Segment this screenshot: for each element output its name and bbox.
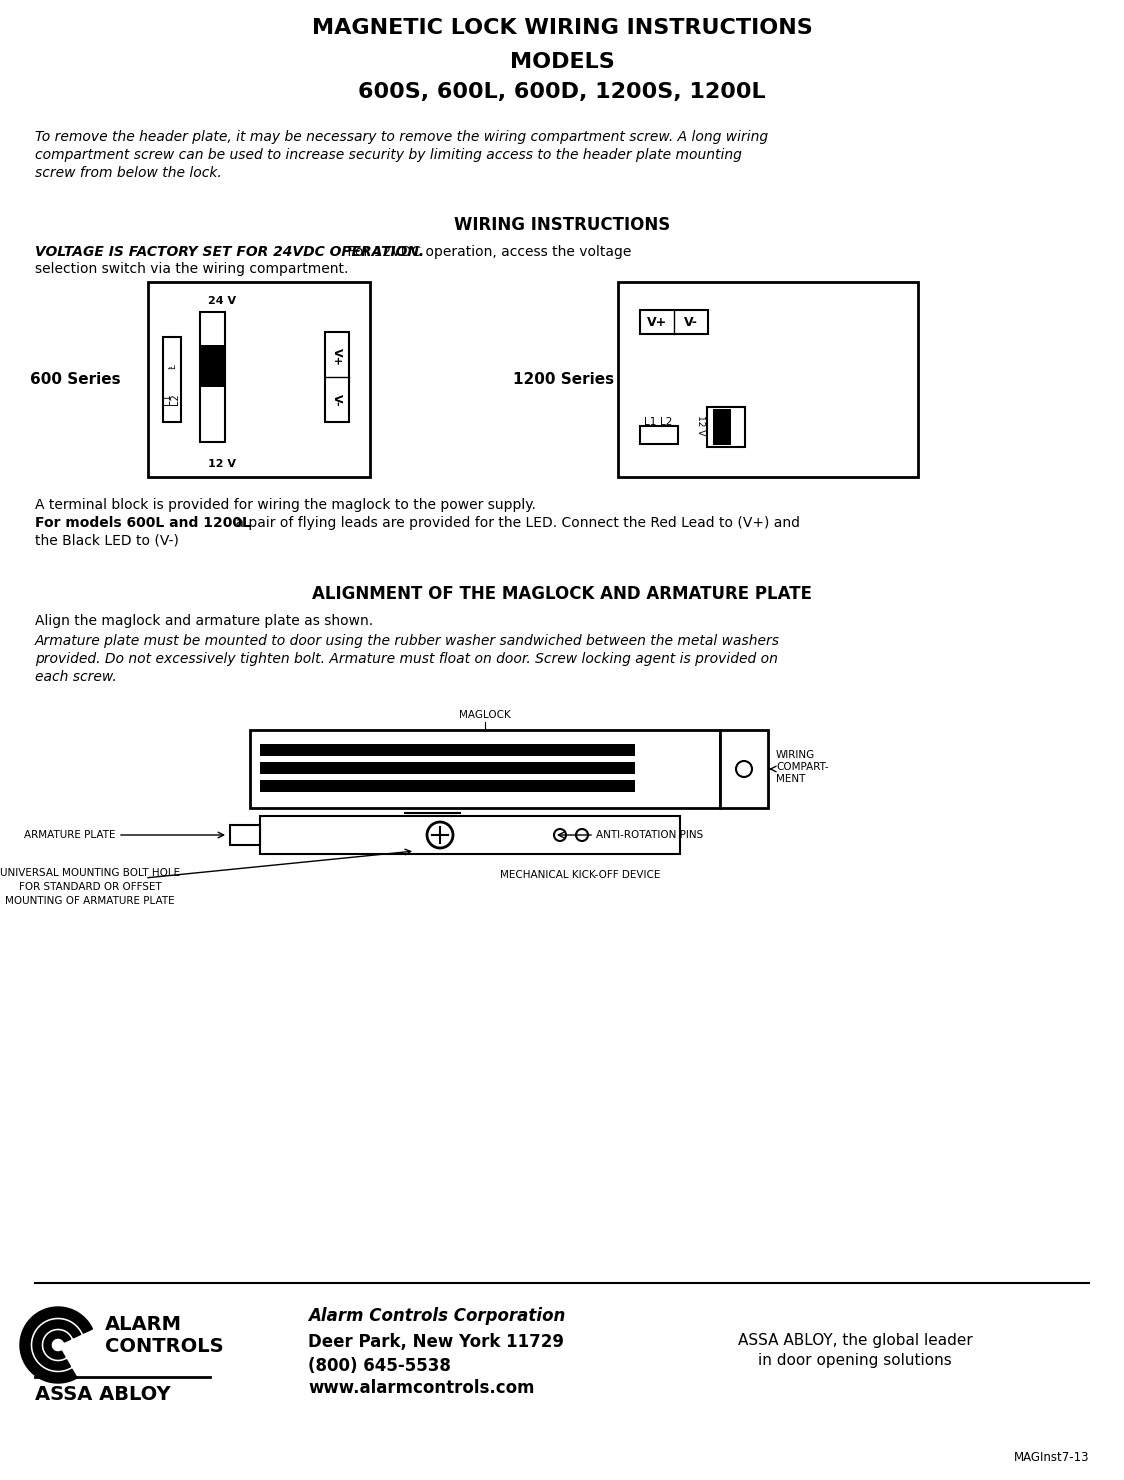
- Text: ALARM: ALARM: [105, 1316, 182, 1333]
- Text: L: L: [167, 364, 176, 370]
- Text: WIRING INSTRUCTIONS: WIRING INSTRUCTIONS: [454, 216, 670, 234]
- Bar: [260, 762, 635, 774]
- Text: ANTI-ROTATION PINS: ANTI-ROTATION PINS: [596, 830, 704, 841]
- Bar: [640, 309, 708, 334]
- Text: compartment screw can be used to increase security by limiting access to the hea: compartment screw can be used to increas…: [35, 148, 742, 161]
- Text: in door opening solutions: in door opening solutions: [758, 1353, 952, 1368]
- Polygon shape: [44, 1331, 71, 1359]
- Text: Align the maglock and armature plate as shown.: Align the maglock and armature plate as …: [35, 614, 373, 628]
- Bar: [325, 332, 348, 422]
- Text: 600 Series: 600 Series: [29, 371, 120, 386]
- Text: A terminal block is provided for wiring the maglock to the power supply.: A terminal block is provided for wiring …: [35, 497, 536, 512]
- Polygon shape: [20, 1307, 92, 1382]
- Text: For models 600L and 1200L: For models 600L and 1200L: [35, 517, 251, 530]
- Text: L2: L2: [170, 394, 180, 406]
- Text: MOUNTING OF ARMATURE PLATE: MOUNTING OF ARMATURE PLATE: [6, 895, 175, 906]
- Text: To remove the header plate, it may be necessary to remove the wiring compartment: To remove the header plate, it may be ne…: [35, 130, 768, 144]
- Bar: [148, 283, 370, 477]
- Text: ALIGNMENT OF THE MAGLOCK AND ARMATURE PLATE: ALIGNMENT OF THE MAGLOCK AND ARMATURE PL…: [312, 585, 812, 602]
- Text: For 12VDC operation, access the voltage: For 12VDC operation, access the voltage: [343, 246, 632, 259]
- Text: V+: V+: [647, 315, 668, 329]
- Text: V+: V+: [332, 348, 342, 366]
- Text: the Black LED to (V-): the Black LED to (V-): [35, 534, 179, 548]
- Text: FOR STANDARD OR OFFSET: FOR STANDARD OR OFFSET: [19, 882, 162, 892]
- Bar: [201, 345, 224, 386]
- Text: ASSA ABLOY: ASSA ABLOY: [35, 1385, 171, 1405]
- Text: provided. Do not excessively tighten bolt. Armature must float on door. Screw lo: provided. Do not excessively tighten bol…: [35, 653, 778, 666]
- Polygon shape: [33, 1320, 81, 1370]
- Bar: [713, 408, 731, 445]
- Text: MAGNETIC LOCK WIRING INSTRUCTIONS: MAGNETIC LOCK WIRING INSTRUCTIONS: [311, 18, 813, 38]
- Text: MAGLOCK: MAGLOCK: [459, 710, 510, 719]
- Text: ASSA ABLOY, the global leader: ASSA ABLOY, the global leader: [737, 1333, 972, 1348]
- Text: www.alarmcontrols.com: www.alarmcontrols.com: [308, 1379, 535, 1397]
- Bar: [260, 815, 680, 854]
- Text: Alarm Controls Corporation: Alarm Controls Corporation: [308, 1307, 565, 1325]
- Text: 24 V: 24 V: [208, 296, 236, 306]
- Text: 12 V: 12 V: [208, 459, 236, 469]
- Bar: [163, 337, 181, 422]
- Text: Deer Park, New York 11729: Deer Park, New York 11729: [308, 1333, 564, 1351]
- Text: screw from below the lock.: screw from below the lock.: [35, 166, 221, 181]
- Bar: [250, 730, 720, 808]
- Text: 1200 Series: 1200 Series: [514, 371, 615, 386]
- Text: UNIVERSAL MOUNTING BOLT HOLE: UNIVERSAL MOUNTING BOLT HOLE: [0, 867, 180, 878]
- Bar: [720, 730, 768, 808]
- Bar: [200, 312, 225, 443]
- Text: (800) 645-5538: (800) 645-5538: [308, 1357, 451, 1375]
- Text: MODELS: MODELS: [509, 52, 615, 73]
- Text: 12 V: 12 V: [697, 414, 706, 435]
- Text: selection switch via the wiring compartment.: selection switch via the wiring compartm…: [35, 262, 348, 275]
- Text: L1: L1: [162, 394, 172, 406]
- Text: each screw.: each screw.: [35, 670, 117, 684]
- Bar: [260, 744, 635, 756]
- Bar: [707, 407, 745, 447]
- Bar: [618, 283, 918, 477]
- Text: 600S, 600L, 600D, 1200S, 1200L: 600S, 600L, 600D, 1200S, 1200L: [359, 81, 765, 102]
- Bar: [260, 780, 635, 792]
- Text: V-: V-: [332, 394, 342, 406]
- Text: ARMATURE PLATE: ARMATURE PLATE: [24, 830, 115, 841]
- Text: WIRING: WIRING: [776, 750, 815, 761]
- Text: Armature plate must be mounted to door using the rubber washer sandwiched betwee: Armature plate must be mounted to door u…: [35, 633, 780, 648]
- Text: a pair of flying leads are provided for the LED. Connect the Red Lead to (V+) an: a pair of flying leads are provided for …: [232, 517, 800, 530]
- Text: MENT: MENT: [776, 774, 806, 784]
- Text: MAGInst7-13: MAGInst7-13: [1014, 1450, 1089, 1464]
- Text: VOLTAGE IS FACTORY SET FOR 24VDC OPERATION.: VOLTAGE IS FACTORY SET FOR 24VDC OPERATI…: [35, 246, 424, 259]
- Text: 24 V: 24 V: [728, 414, 737, 435]
- Text: COMPART-: COMPART-: [776, 762, 828, 773]
- Text: L1: L1: [644, 417, 656, 428]
- Text: L2: L2: [660, 417, 672, 428]
- Bar: [640, 426, 678, 444]
- Text: MECHANICAL KICK-OFF DEVICE: MECHANICAL KICK-OFF DEVICE: [500, 870, 661, 881]
- Text: V-: V-: [685, 315, 698, 329]
- Text: CONTROLS: CONTROLS: [105, 1336, 224, 1356]
- Bar: [230, 824, 260, 845]
- Text: ₁: ₁: [167, 366, 174, 369]
